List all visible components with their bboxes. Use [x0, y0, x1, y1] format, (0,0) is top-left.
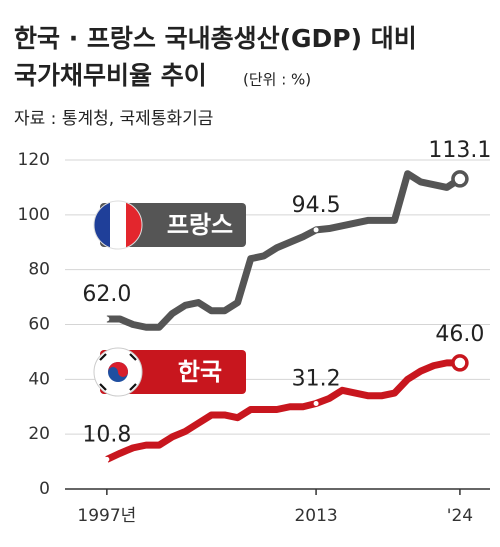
series-line	[106, 170, 462, 331]
point-marker	[451, 354, 469, 372]
y-tick-label: 80	[28, 260, 50, 280]
unit-label: (단위 : %)	[243, 71, 311, 89]
point-marker	[313, 400, 319, 406]
point-marker	[451, 170, 469, 188]
flag-france	[94, 201, 142, 249]
legend: 프랑스 한국	[93, 200, 246, 397]
x-tick-label: '24	[447, 506, 473, 526]
data-label: 62.0	[82, 282, 131, 307]
chart-title-line2: 국가채무비율 추이	[14, 61, 207, 90]
point-marker	[104, 456, 110, 462]
chart-title: 한국 · 프랑스 국내총생산(GDP) 대비	[14, 24, 417, 53]
y-tick-label: 60	[28, 315, 50, 335]
y-tick-label: 20	[28, 424, 50, 444]
x-tick-label: 1997년	[77, 506, 136, 526]
data-label: 113.1	[428, 138, 491, 163]
legend-label: 한국	[178, 358, 222, 386]
y-tick-label: 120	[18, 150, 50, 170]
y-tick-label: 0	[39, 479, 50, 499]
source: 자료 : 통계청, 국제통화기금	[14, 109, 213, 129]
flag-korea	[94, 348, 142, 396]
y-tick-label: 100	[18, 205, 50, 225]
x-tick-label: 2013	[294, 506, 337, 526]
point-marker	[104, 316, 110, 322]
y-tick-label: 40	[28, 369, 50, 389]
data-label: 46.0	[435, 322, 484, 347]
data-label: 31.2	[292, 366, 341, 391]
data-label: 10.8	[82, 422, 131, 447]
data-label: 94.5	[292, 193, 341, 218]
series-line	[105, 359, 460, 463]
point-marker	[313, 227, 319, 233]
plot-area: 0 20 40 60 80 100 120 1997년 2013 '24 62.0 94.5 113.1…	[18, 138, 492, 526]
legend-label: 프랑스	[167, 211, 233, 239]
